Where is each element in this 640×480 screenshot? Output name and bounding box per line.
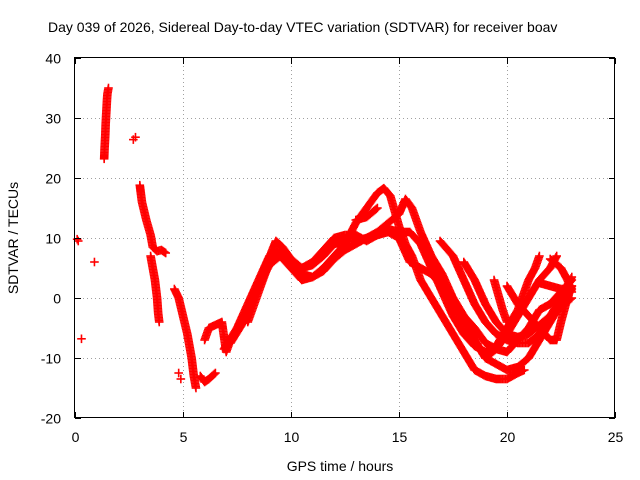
data-point-marker (552, 251, 561, 261)
data-point-marker (502, 317, 512, 327)
data-points (72, 83, 577, 393)
data-point-marker (77, 334, 86, 344)
series-isolated-low (174, 368, 186, 384)
data-point-marker (567, 287, 577, 297)
series-track-e (351, 203, 382, 225)
series-early-isolated (72, 132, 140, 344)
series-early-spike (99, 83, 113, 164)
data-point-marker (174, 368, 183, 378)
x-tick-label: 25 (608, 429, 624, 445)
x-tick-label: 20 (500, 429, 516, 445)
series-track-l (545, 254, 577, 297)
x-tick-label: 5 (180, 429, 188, 445)
chart-title: Day 039 of 2026, Sidereal Day-to-day VTE… (48, 19, 557, 35)
y-tick-label: 20 (45, 171, 61, 187)
data-point-marker (131, 132, 140, 142)
y-tick-label: 0 (53, 291, 61, 307)
data-point-marker (535, 251, 544, 261)
data-point-marker (176, 374, 186, 384)
y-axis-label: SDTVAR / TECUs (5, 182, 21, 294)
series-track-f (427, 263, 577, 375)
series-track-i (489, 275, 512, 327)
x-tick-label: 10 (284, 429, 300, 445)
data-point-marker (90, 257, 99, 267)
y-tick-label: -10 (41, 351, 61, 367)
series-decline-c (170, 284, 201, 393)
y-tick-label: 30 (45, 111, 61, 127)
data-point-marker (371, 204, 381, 214)
data-point-marker (161, 248, 171, 258)
data-point-marker (154, 317, 164, 327)
y-tick-label: 40 (45, 51, 61, 67)
data-point-marker (373, 203, 382, 213)
data-point-marker (211, 368, 220, 378)
series-decline-a (135, 180, 171, 258)
data-point-marker (104, 83, 113, 93)
axis-ticks: 0 5 10 15 20 25 -20 -10 0 10 20 30 40 (41, 51, 624, 446)
x-tick-label: 0 (72, 429, 80, 445)
series-track-c (232, 194, 561, 354)
plot-frame (74, 57, 615, 418)
y-tick-label: 10 (45, 231, 61, 247)
data-point-marker (210, 369, 219, 379)
data-point-marker (519, 365, 529, 375)
series-decline-b (146, 251, 164, 327)
data-point-marker (191, 383, 201, 393)
x-axis-label: GPS time / hours (287, 458, 394, 474)
series-low-trough (195, 368, 220, 387)
x-tick-label: 15 (392, 429, 408, 445)
y-tick-label: -20 (41, 411, 61, 427)
